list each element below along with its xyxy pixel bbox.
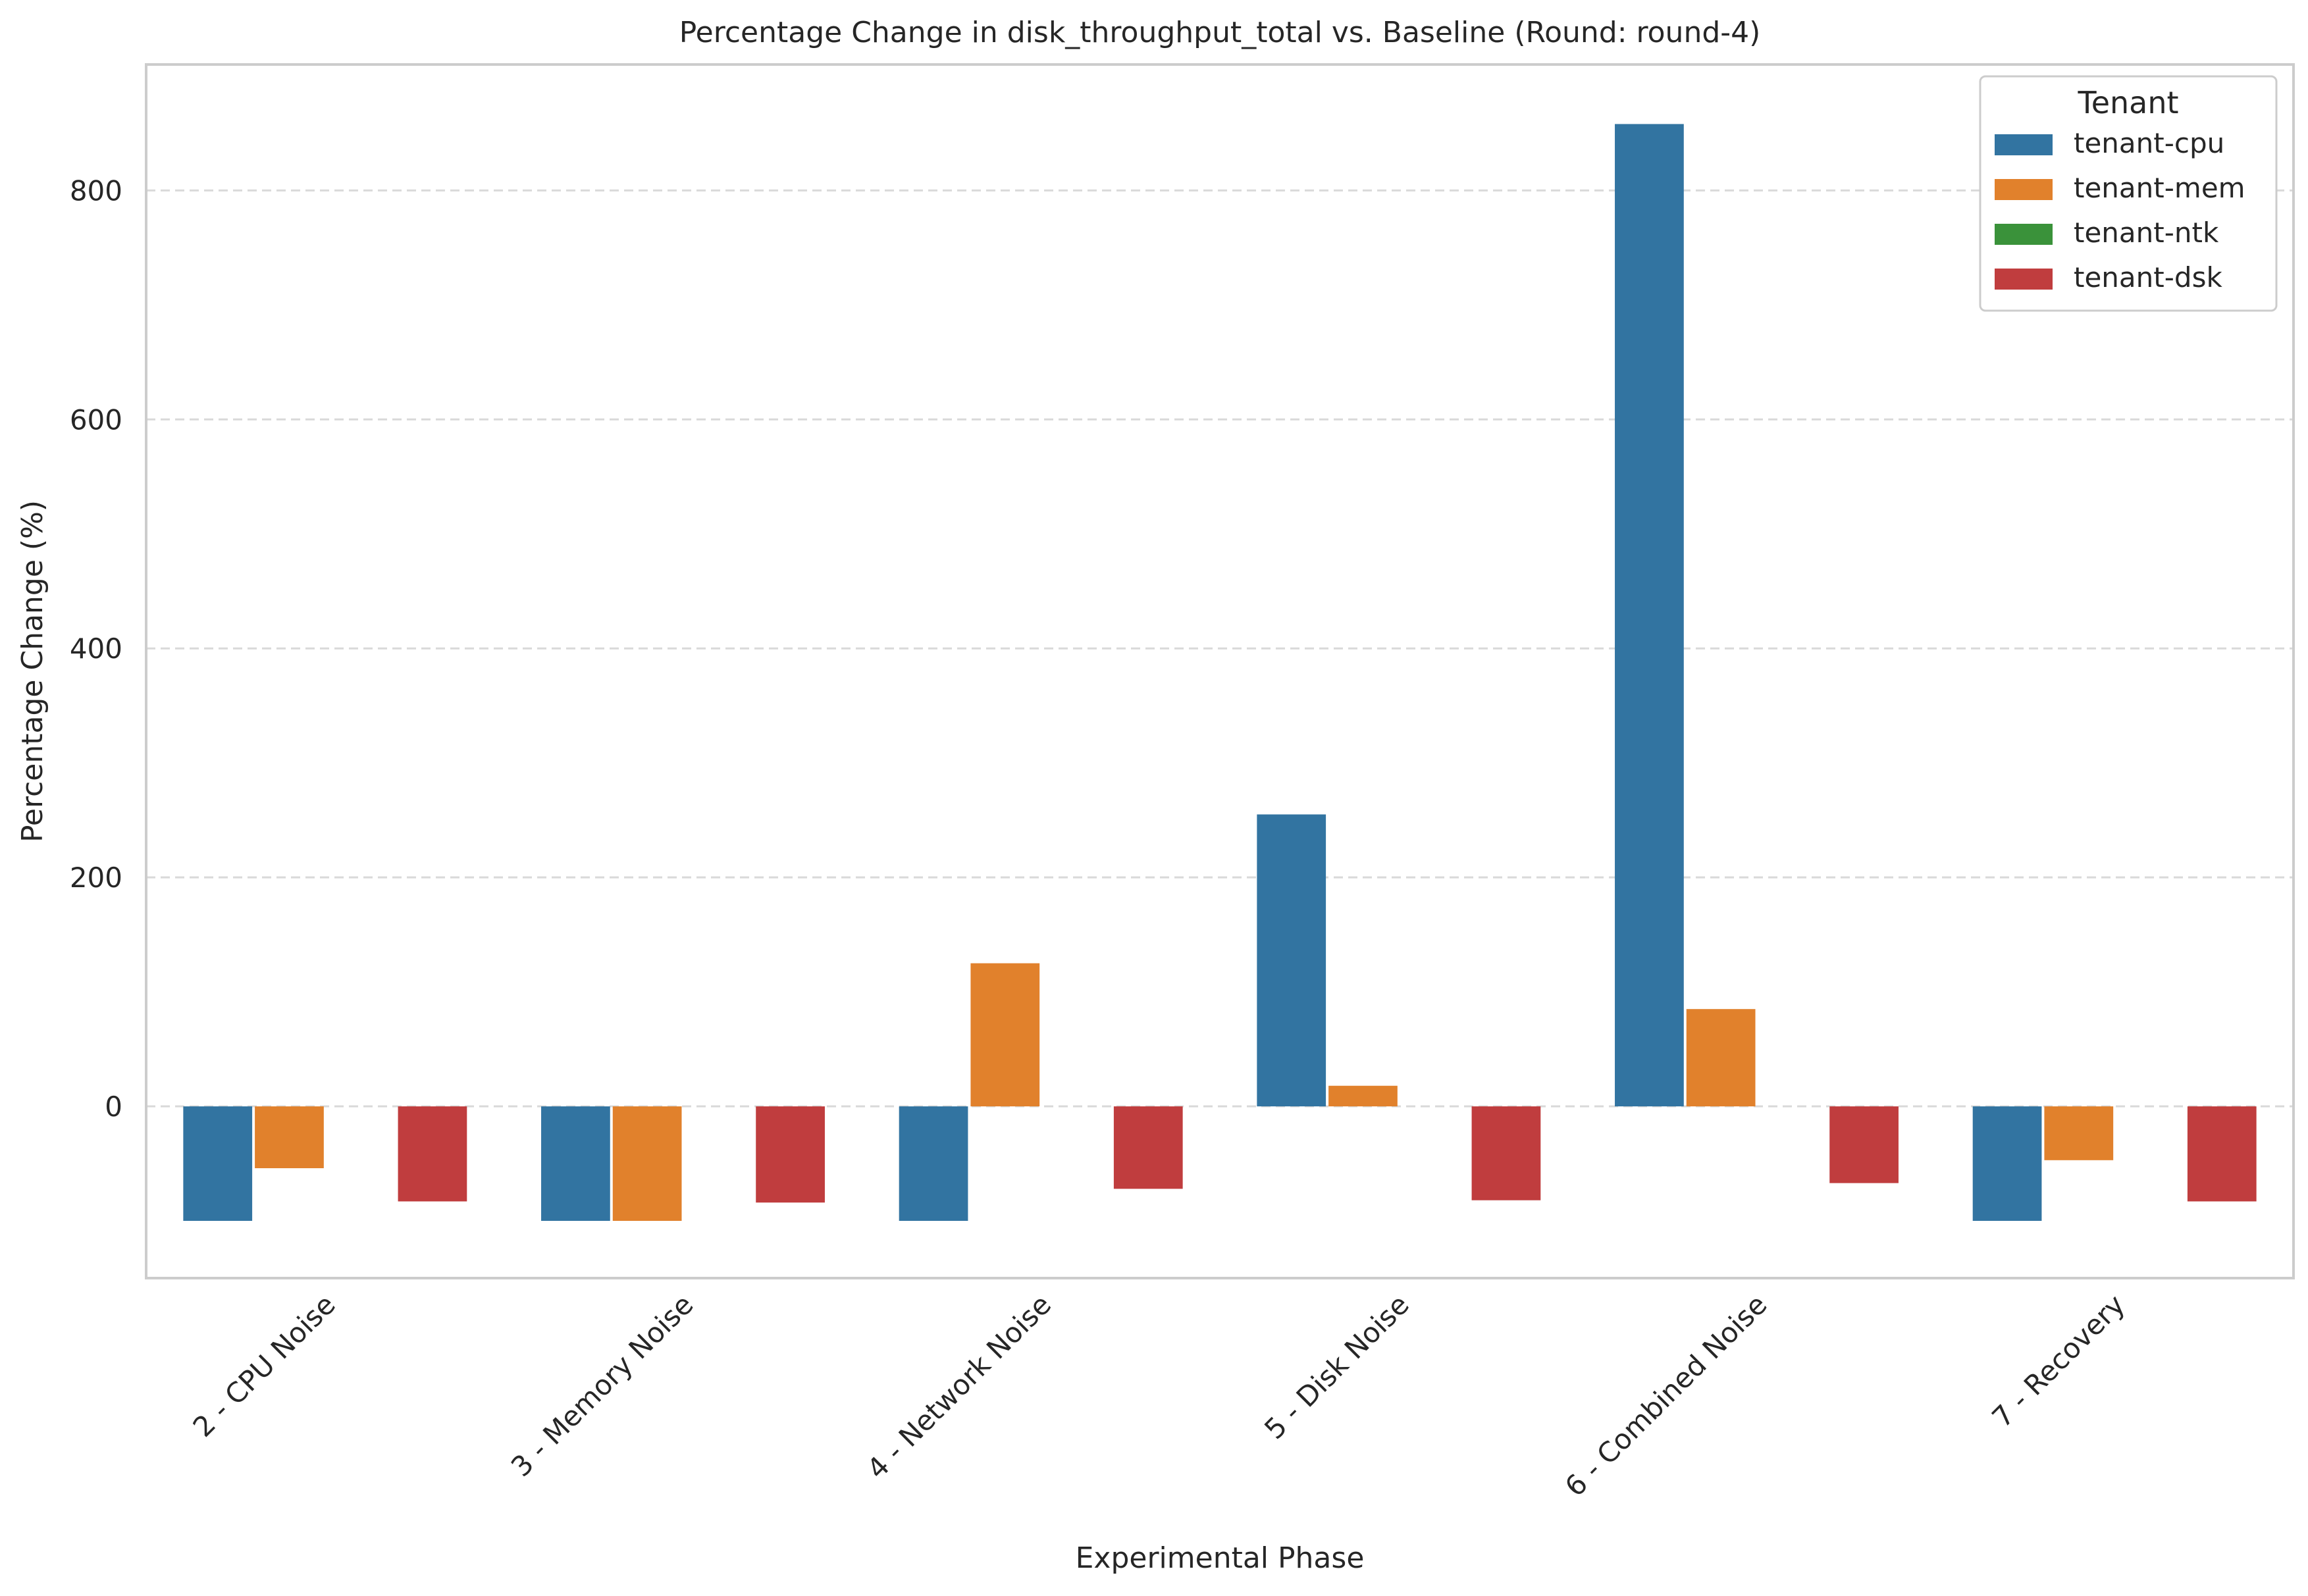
y-tick-label: 800 [70, 174, 122, 207]
bars [183, 124, 2257, 1222]
bar-tenant-cpu [1615, 124, 1684, 1107]
bar-tenant-dsk [1829, 1106, 1899, 1183]
chart-title: Percentage Change in disk_throughput_tot… [679, 16, 1761, 49]
bar-tenant-dsk [1113, 1106, 1183, 1189]
legend-title: Tenant [2077, 85, 2178, 120]
bar-tenant-cpu [899, 1106, 968, 1222]
x-tick-label: 7 - Recovery [1985, 1288, 2131, 1433]
bar-tenant-dsk [756, 1106, 825, 1203]
x-tick-label: 6 - Combined Noise [1559, 1288, 1773, 1503]
bar-tenant-mem [1328, 1085, 1398, 1107]
bar-tenant-cpu [541, 1106, 610, 1222]
plot-background [146, 64, 2294, 1278]
y-axis-label: Percentage Change (%) [16, 500, 49, 842]
x-tick-label: 3 - Memory Noise [505, 1288, 700, 1483]
legend-label-tenant-dsk: tenant-dsk [2074, 261, 2222, 294]
legend-swatch-tenant-mem [1995, 179, 2053, 200]
y-tick-label: 200 [70, 862, 122, 894]
legend-swatch-tenant-dsk [1995, 269, 2053, 290]
x-tick-label: 2 - CPU Noise [187, 1288, 342, 1443]
bar-tenant-dsk [2187, 1106, 2257, 1202]
legend-items: tenant-cpu tenant-mem tenant-ntk tenant-dsk [1995, 127, 2245, 294]
legend-label-tenant-ntk: tenant-ntk [2074, 217, 2219, 249]
y-axis-ticks: 0 200 400 600 800 [70, 174, 122, 1123]
x-tick-label: 4 - Network Noise [860, 1288, 1057, 1485]
x-axis-ticks: 2 - CPU Noise 3 - Memory Noise 4 - Network… [187, 1288, 2132, 1503]
legend-box [1979, 75, 2278, 312]
x-tick-label: 5 - Disk Noise [1258, 1288, 1415, 1445]
bar-tenant-mem [255, 1106, 324, 1168]
legend: Tenant tenant-cputenant-memtenant-ntkten… [1979, 75, 2278, 312]
y-tick-label: 600 [70, 403, 122, 436]
bar-tenant-mem [612, 1106, 682, 1222]
legend-label-tenant-cpu: tenant-cpu [2074, 127, 2224, 159]
grid-lines [146, 189, 2294, 1108]
y-tick-label: 0 [105, 1091, 122, 1123]
bar-tenant-mem [1686, 1009, 1756, 1107]
bar-tenant-mem [970, 963, 1040, 1107]
bar-tenant-cpu [1972, 1106, 2042, 1222]
y-tick-label: 400 [70, 632, 122, 665]
bar-tenant-cpu [1257, 814, 1326, 1107]
legend-swatch-tenant-cpu [1995, 134, 2053, 155]
bar-tenant-mem [2044, 1106, 2114, 1160]
bar-tenant-dsk [398, 1106, 467, 1202]
plot-frame [145, 63, 2295, 1279]
legend-swatch-tenant-ntk [1995, 224, 2053, 245]
x-axis-label: Experimental Phase [1076, 1541, 1365, 1575]
bar-tenant-cpu [183, 1106, 253, 1222]
bar-tenant-dsk [1471, 1106, 1541, 1200]
legend-label-tenant-mem: tenant-mem [2074, 172, 2245, 204]
